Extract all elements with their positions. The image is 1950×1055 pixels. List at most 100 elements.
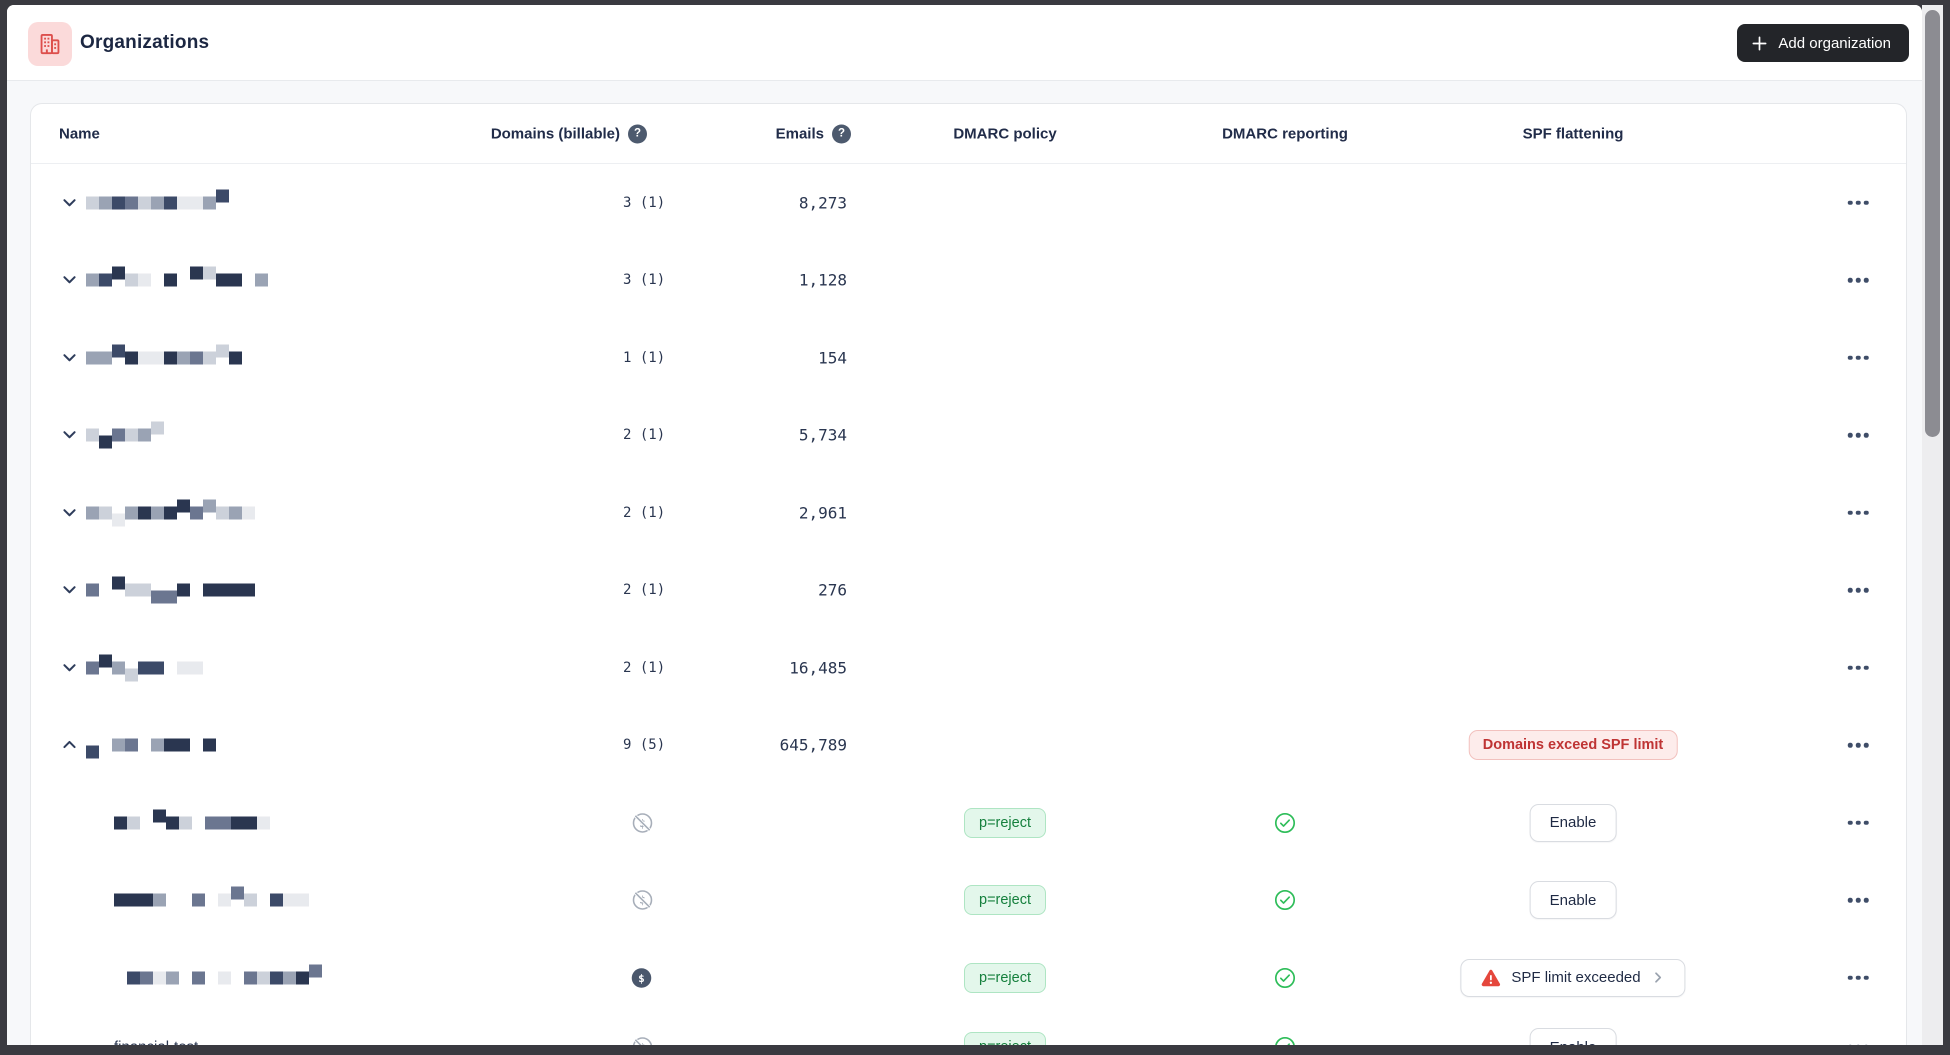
domain-name [114, 886, 309, 907]
row-menu-button[interactable] [1842, 737, 1875, 754]
expand-chevron-down-icon[interactable] [61, 426, 79, 444]
row-menu-button[interactable] [1842, 195, 1875, 212]
domain-row: $ p=reject SPF limit exceeded [31, 939, 1906, 1017]
column-header-spf-flattening: SPF flattening [1522, 125, 1624, 142]
expand-chevron-down-icon[interactable] [61, 271, 79, 289]
column-header-emails: Emails ? [776, 124, 851, 143]
domain-name-text: financial-test [114, 1039, 198, 1045]
row-menu-button[interactable] [1842, 505, 1875, 522]
expand-chevron-down-icon[interactable] [61, 659, 79, 677]
org-name [86, 654, 203, 682]
domains-count: 2 (1) [623, 427, 666, 444]
not-billable-dollar-slash-icon: $ [631, 811, 654, 834]
org-row: 1 (1) 154 [31, 319, 1906, 397]
org-name [86, 576, 255, 604]
redacted-name [86, 499, 255, 527]
domain-row: $ p=reject Enable [31, 784, 1906, 862]
row-menu-button[interactable] [1842, 582, 1875, 599]
expand-chevron-down-icon[interactable] [61, 194, 79, 212]
dmarc-reporting-ok-icon [1274, 1036, 1297, 1045]
domain-name [114, 809, 270, 830]
emails-count: 16,485 [789, 658, 847, 678]
domain-name [114, 964, 322, 985]
expand-chevron-down-icon[interactable] [61, 504, 79, 522]
org-name [86, 738, 216, 759]
domain-row: $ p=reject Enable [31, 862, 1906, 940]
enable-spf-button[interactable]: Enable [1529, 881, 1617, 920]
organizations-building-icon [28, 22, 72, 66]
emails-count: 8,273 [798, 193, 847, 213]
domains-count: 2 (1) [623, 504, 666, 521]
scrollbar-thumb[interactable] [1925, 10, 1940, 437]
expand-chevron-down-icon[interactable] [61, 349, 79, 367]
emails-count: 2,961 [798, 503, 847, 523]
row-menu-button[interactable] [1842, 970, 1875, 987]
emails-count: 276 [818, 580, 847, 600]
dmarc-policy-badge: p=reject [964, 807, 1046, 838]
org-name [86, 421, 177, 449]
add-organization-button[interactable]: Add organization [1737, 24, 1909, 62]
domains-count: 3 (1) [623, 194, 666, 211]
row-menu-button[interactable] [1842, 892, 1875, 909]
warning-triangle-icon [1480, 968, 1501, 988]
redacted-name [114, 809, 270, 830]
domains-count: 2 (1) [623, 659, 666, 676]
svg-text:$: $ [639, 1041, 646, 1045]
emails-count: 154 [818, 348, 847, 368]
org-row: 2 (1) 5,734 [31, 397, 1906, 475]
domain-name: financial-test [114, 1039, 198, 1045]
redacted-name [86, 421, 177, 449]
spf-exceeded-badge: Domains exceed SPF limit [1468, 730, 1678, 761]
page-title: Organizations [80, 32, 210, 53]
row-menu-button[interactable] [1842, 660, 1875, 677]
domains-count: 9 (5) [623, 737, 666, 754]
spf-limit-exceeded-label: SPF limit exceeded [1511, 969, 1641, 987]
add-organization-label: Add organization [1778, 34, 1891, 52]
org-row: 3 (1) 1,128 [31, 242, 1906, 320]
collapse-chevron-up-icon[interactable] [61, 736, 79, 754]
help-icon[interactable]: ? [628, 124, 647, 143]
expand-chevron-down-icon[interactable] [61, 581, 79, 599]
org-row: 3 (1) 8,273 [31, 164, 1906, 242]
org-name [86, 189, 229, 210]
org-row: 9 (5) 645,789 Domains exceed SPF limit [31, 707, 1906, 785]
spf-limit-exceeded-button[interactable]: SPF limit exceeded [1460, 958, 1686, 997]
svg-text:$: $ [638, 972, 645, 985]
dmarc-policy-badge: p=reject [964, 962, 1046, 993]
dmarc-reporting-ok-icon [1274, 966, 1297, 989]
emails-count: 645,789 [779, 735, 847, 755]
organizations-table: Name Domains (billable) ? Emails ? DMARC… [30, 103, 1907, 1045]
redacted-name [86, 266, 268, 287]
table-header-row: Name Domains (billable) ? Emails ? DMARC… [31, 104, 1906, 164]
plus-icon [1751, 35, 1768, 52]
org-name [86, 344, 242, 365]
row-menu-button[interactable] [1842, 350, 1875, 367]
row-menu-button[interactable] [1842, 815, 1875, 832]
enable-spf-button[interactable]: Enable [1529, 1028, 1617, 1045]
org-row: 2 (1) 2,961 [31, 474, 1906, 552]
emails-count: 1,128 [798, 270, 847, 290]
row-menu-button[interactable] [1842, 427, 1875, 444]
redacted-name [86, 654, 203, 682]
redacted-name [86, 189, 229, 210]
dmarc-reporting-ok-icon [1274, 889, 1297, 912]
app-window: Organizations Add organization Name Doma… [7, 5, 1922, 1045]
column-header-dmarc-policy: DMARC policy [953, 125, 1057, 142]
help-icon[interactable]: ? [832, 124, 851, 143]
domains-count: 1 (1) [623, 349, 666, 366]
org-row: 2 (1) 16,485 [31, 629, 1906, 707]
row-menu-button[interactable] [1842, 1039, 1875, 1045]
domain-row: financial-test $ p=reject Enable [31, 1017, 1906, 1045]
redacted-name [114, 964, 322, 985]
column-header-dmarc-reporting: DMARC reporting [1222, 125, 1348, 142]
dmarc-policy-badge: p=reject [964, 885, 1046, 916]
not-billable-dollar-slash-icon: $ [631, 1036, 654, 1045]
not-billable-dollar-slash-icon: $ [631, 889, 654, 912]
row-menu-button[interactable] [1842, 272, 1875, 289]
org-name [86, 266, 268, 287]
emails-count: 5,734 [798, 425, 847, 445]
dmarc-reporting-ok-icon [1274, 811, 1297, 834]
redacted-name [86, 576, 255, 604]
top-bar: Organizations Add organization [7, 5, 1922, 81]
enable-spf-button[interactable]: Enable [1529, 803, 1617, 842]
